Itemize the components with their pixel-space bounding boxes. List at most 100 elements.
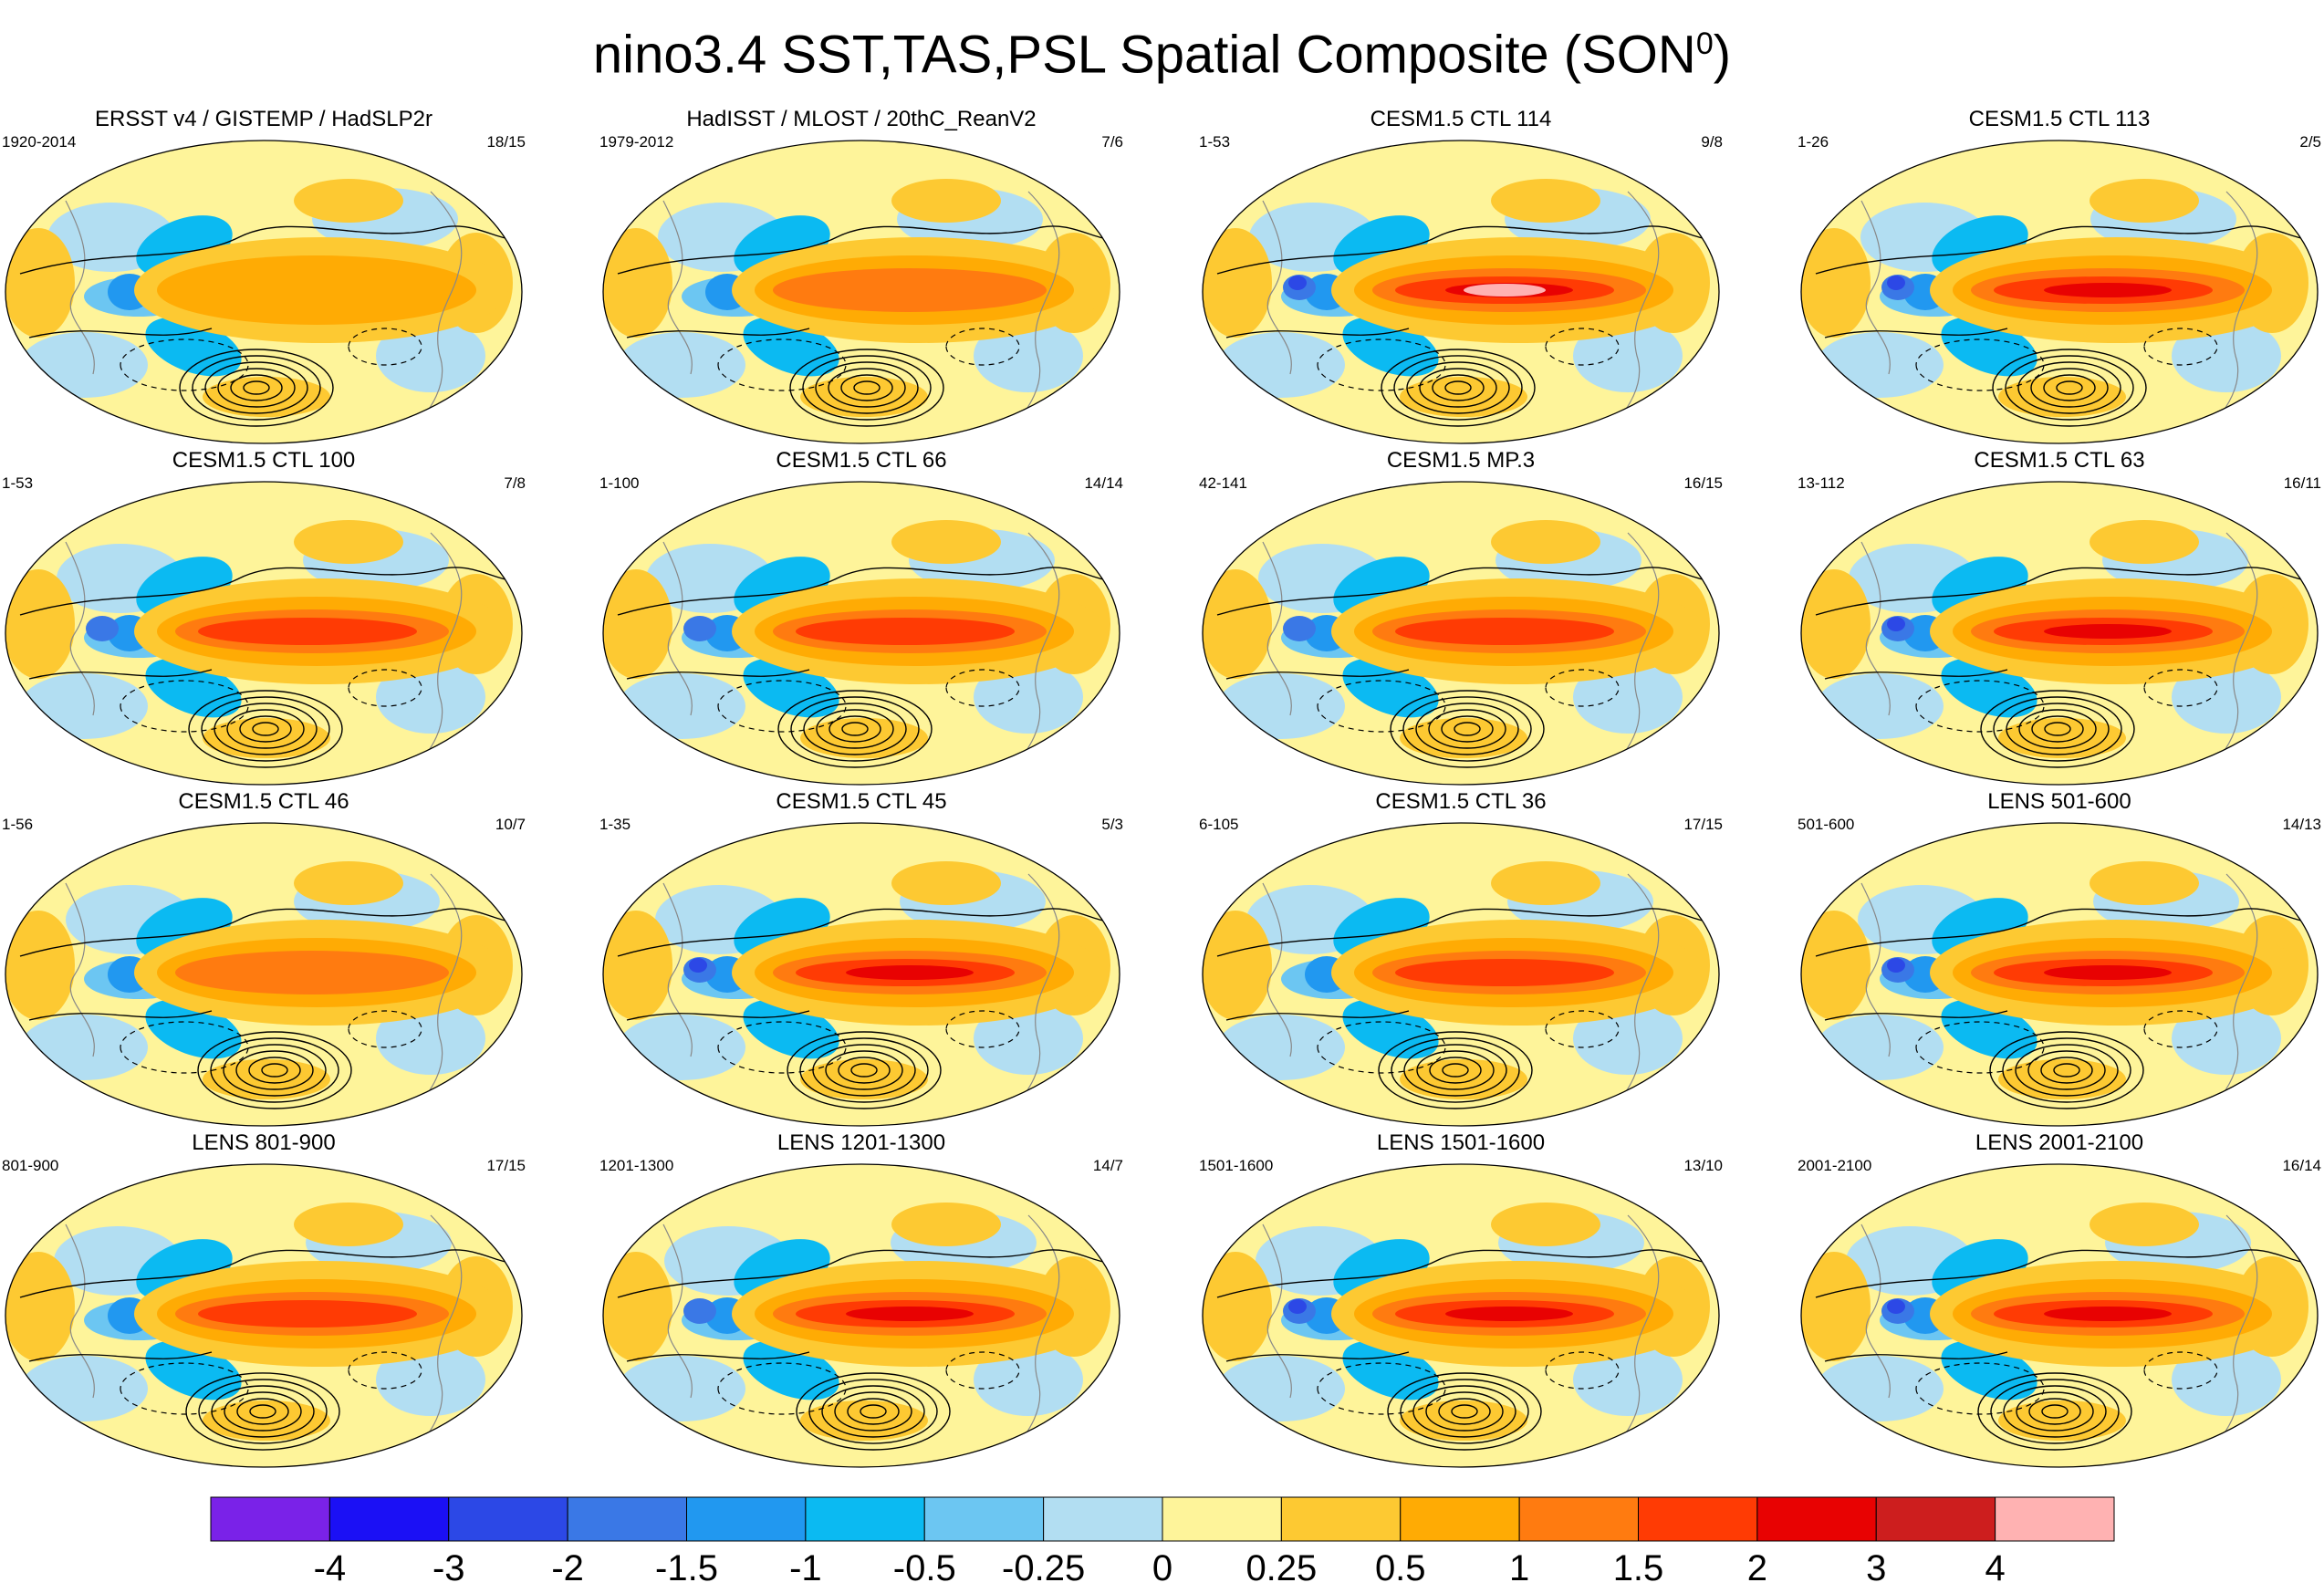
panel-title: LENS 501-600 <box>1987 789 2131 814</box>
coastline <box>1609 873 1660 1112</box>
panel-title: LENS 801-900 <box>192 1130 336 1155</box>
warm-patch <box>800 718 928 758</box>
psl-contour <box>224 1391 302 1432</box>
coastline <box>1860 200 1891 375</box>
psl-contour <box>2002 1037 2131 1103</box>
warm-patch <box>2090 520 2199 564</box>
psl-contour <box>1400 1379 1529 1444</box>
warm-patch <box>294 861 403 905</box>
psl-contour <box>28 328 213 338</box>
panel-title: CESM1.5 CTL 63 <box>1974 448 2145 473</box>
psl-contour <box>1815 1249 2318 1298</box>
psl-contour-negative <box>2143 328 2218 366</box>
psl-contour <box>1815 567 2318 616</box>
colorbar-tick-label: -0.25 <box>1002 1548 1086 1588</box>
panel-period: 1920-2014 <box>2 133 77 151</box>
warm-patch <box>1203 569 1272 679</box>
panel-period: 501-600 <box>1798 816 1855 833</box>
coastline <box>2207 1214 2258 1453</box>
psl-contour <box>1977 1372 2132 1451</box>
psl-contour <box>1381 349 1536 427</box>
psl-contour <box>626 1351 810 1362</box>
psl-contour <box>617 225 1120 275</box>
psl-contour <box>28 669 213 680</box>
psl-contour <box>1412 1385 1516 1438</box>
psl-contour <box>816 709 894 749</box>
psl-contour <box>28 1010 213 1021</box>
warm-patch <box>1801 569 1871 679</box>
map-panel: CESM1.5 CTL 63 13-112 16/11 <box>1798 449 2321 799</box>
panel-title: LENS 1201-1300 <box>776 1130 946 1155</box>
map-panel: LENS 801-900 801-900 17/15 <box>2 1131 526 1482</box>
psl-contour <box>1416 1050 1495 1090</box>
psl-contour <box>815 361 919 414</box>
psl-contour <box>1419 368 1497 408</box>
psl-contour <box>850 1063 878 1078</box>
warm-patch <box>5 569 75 679</box>
psl-contour <box>1441 715 1494 743</box>
map-field <box>603 1164 1120 1467</box>
psl-contour <box>226 709 305 749</box>
psl-contour-negative <box>348 1010 422 1048</box>
panel-period: 6-105 <box>1199 816 1239 833</box>
psl-contour <box>825 1050 903 1090</box>
nino-tongue-peak <box>1464 284 1546 297</box>
psl-contour-negative <box>1915 1021 2045 1074</box>
psl-contour <box>626 328 810 338</box>
psl-contours <box>1216 908 1719 1109</box>
psl-contour-negative <box>1545 669 1620 707</box>
panel-period: 2001-2100 <box>1798 1157 1872 1174</box>
map-panel: CESM1.5 CTL 100 1-53 7/8 <box>2 449 526 799</box>
colorbar-tick-label: -3 <box>432 1548 465 1588</box>
psl-contours <box>19 567 522 768</box>
psl-contours <box>617 225 1120 427</box>
map-plot <box>1800 822 2319 1127</box>
warm-patch <box>294 520 403 564</box>
cool-patch <box>683 1298 716 1324</box>
warm-patch <box>1998 1059 2126 1099</box>
colorbar-tick-label: 4 <box>1985 1548 2006 1588</box>
panel-title: LENS 2001-2100 <box>1975 1130 2144 1155</box>
panel-count: 18/15 <box>486 133 526 151</box>
coastline <box>1262 200 1292 375</box>
warm-patch <box>203 1059 330 1099</box>
warm-patch <box>603 1252 672 1361</box>
warm-patch <box>5 911 75 1020</box>
psl-contours <box>1216 1249 1719 1451</box>
coastline <box>1609 1214 1660 1453</box>
psl-contour <box>2003 1385 2107 1438</box>
map-outline <box>1800 1163 2319 1468</box>
panel-count: 7/8 <box>504 474 526 492</box>
map-outline <box>1800 822 2319 1127</box>
nino-tongue-core <box>2044 965 2172 980</box>
panel-count: 16/11 <box>2283 474 2321 492</box>
psl-contour <box>1425 1391 1504 1432</box>
psl-contour <box>1992 349 2147 427</box>
warm-patch <box>5 228 75 338</box>
map-field <box>1801 823 2318 1126</box>
colorbar-swatch <box>1995 1496 2115 1542</box>
psl-contour <box>179 349 334 427</box>
panel-count: 16/15 <box>1683 474 1723 492</box>
panel-period: 1-56 <box>2 816 34 833</box>
nino-tongue <box>157 255 476 325</box>
warm-patch <box>891 861 1001 905</box>
psl-contour-negative <box>1317 338 1446 391</box>
panel-count: 14/7 <box>1092 1157 1123 1174</box>
warm-patch <box>2090 1203 2199 1246</box>
map-outline <box>1800 140 2319 444</box>
map-panel: LENS 1201-1300 1201-1300 14/7 <box>599 1131 1123 1482</box>
coastline <box>662 541 693 716</box>
map-panel: ERSST v4 / GISTEMP / HadSLP2r 1920-2014 18… <box>2 108 526 458</box>
colorbar-tick-label: -1.5 <box>655 1548 718 1588</box>
map-plot <box>1202 481 1720 786</box>
psl-contour <box>1438 1398 1491 1425</box>
psl-contour <box>261 1063 288 1078</box>
psl-contour <box>1403 1044 1507 1097</box>
psl-contour <box>1406 361 1510 414</box>
psl-contour-negative <box>348 669 422 707</box>
cool-patch <box>1887 276 1905 290</box>
map-plot <box>5 1163 523 1468</box>
psl-contour <box>1815 908 2318 957</box>
colorbar-swatch <box>1638 1496 1758 1542</box>
